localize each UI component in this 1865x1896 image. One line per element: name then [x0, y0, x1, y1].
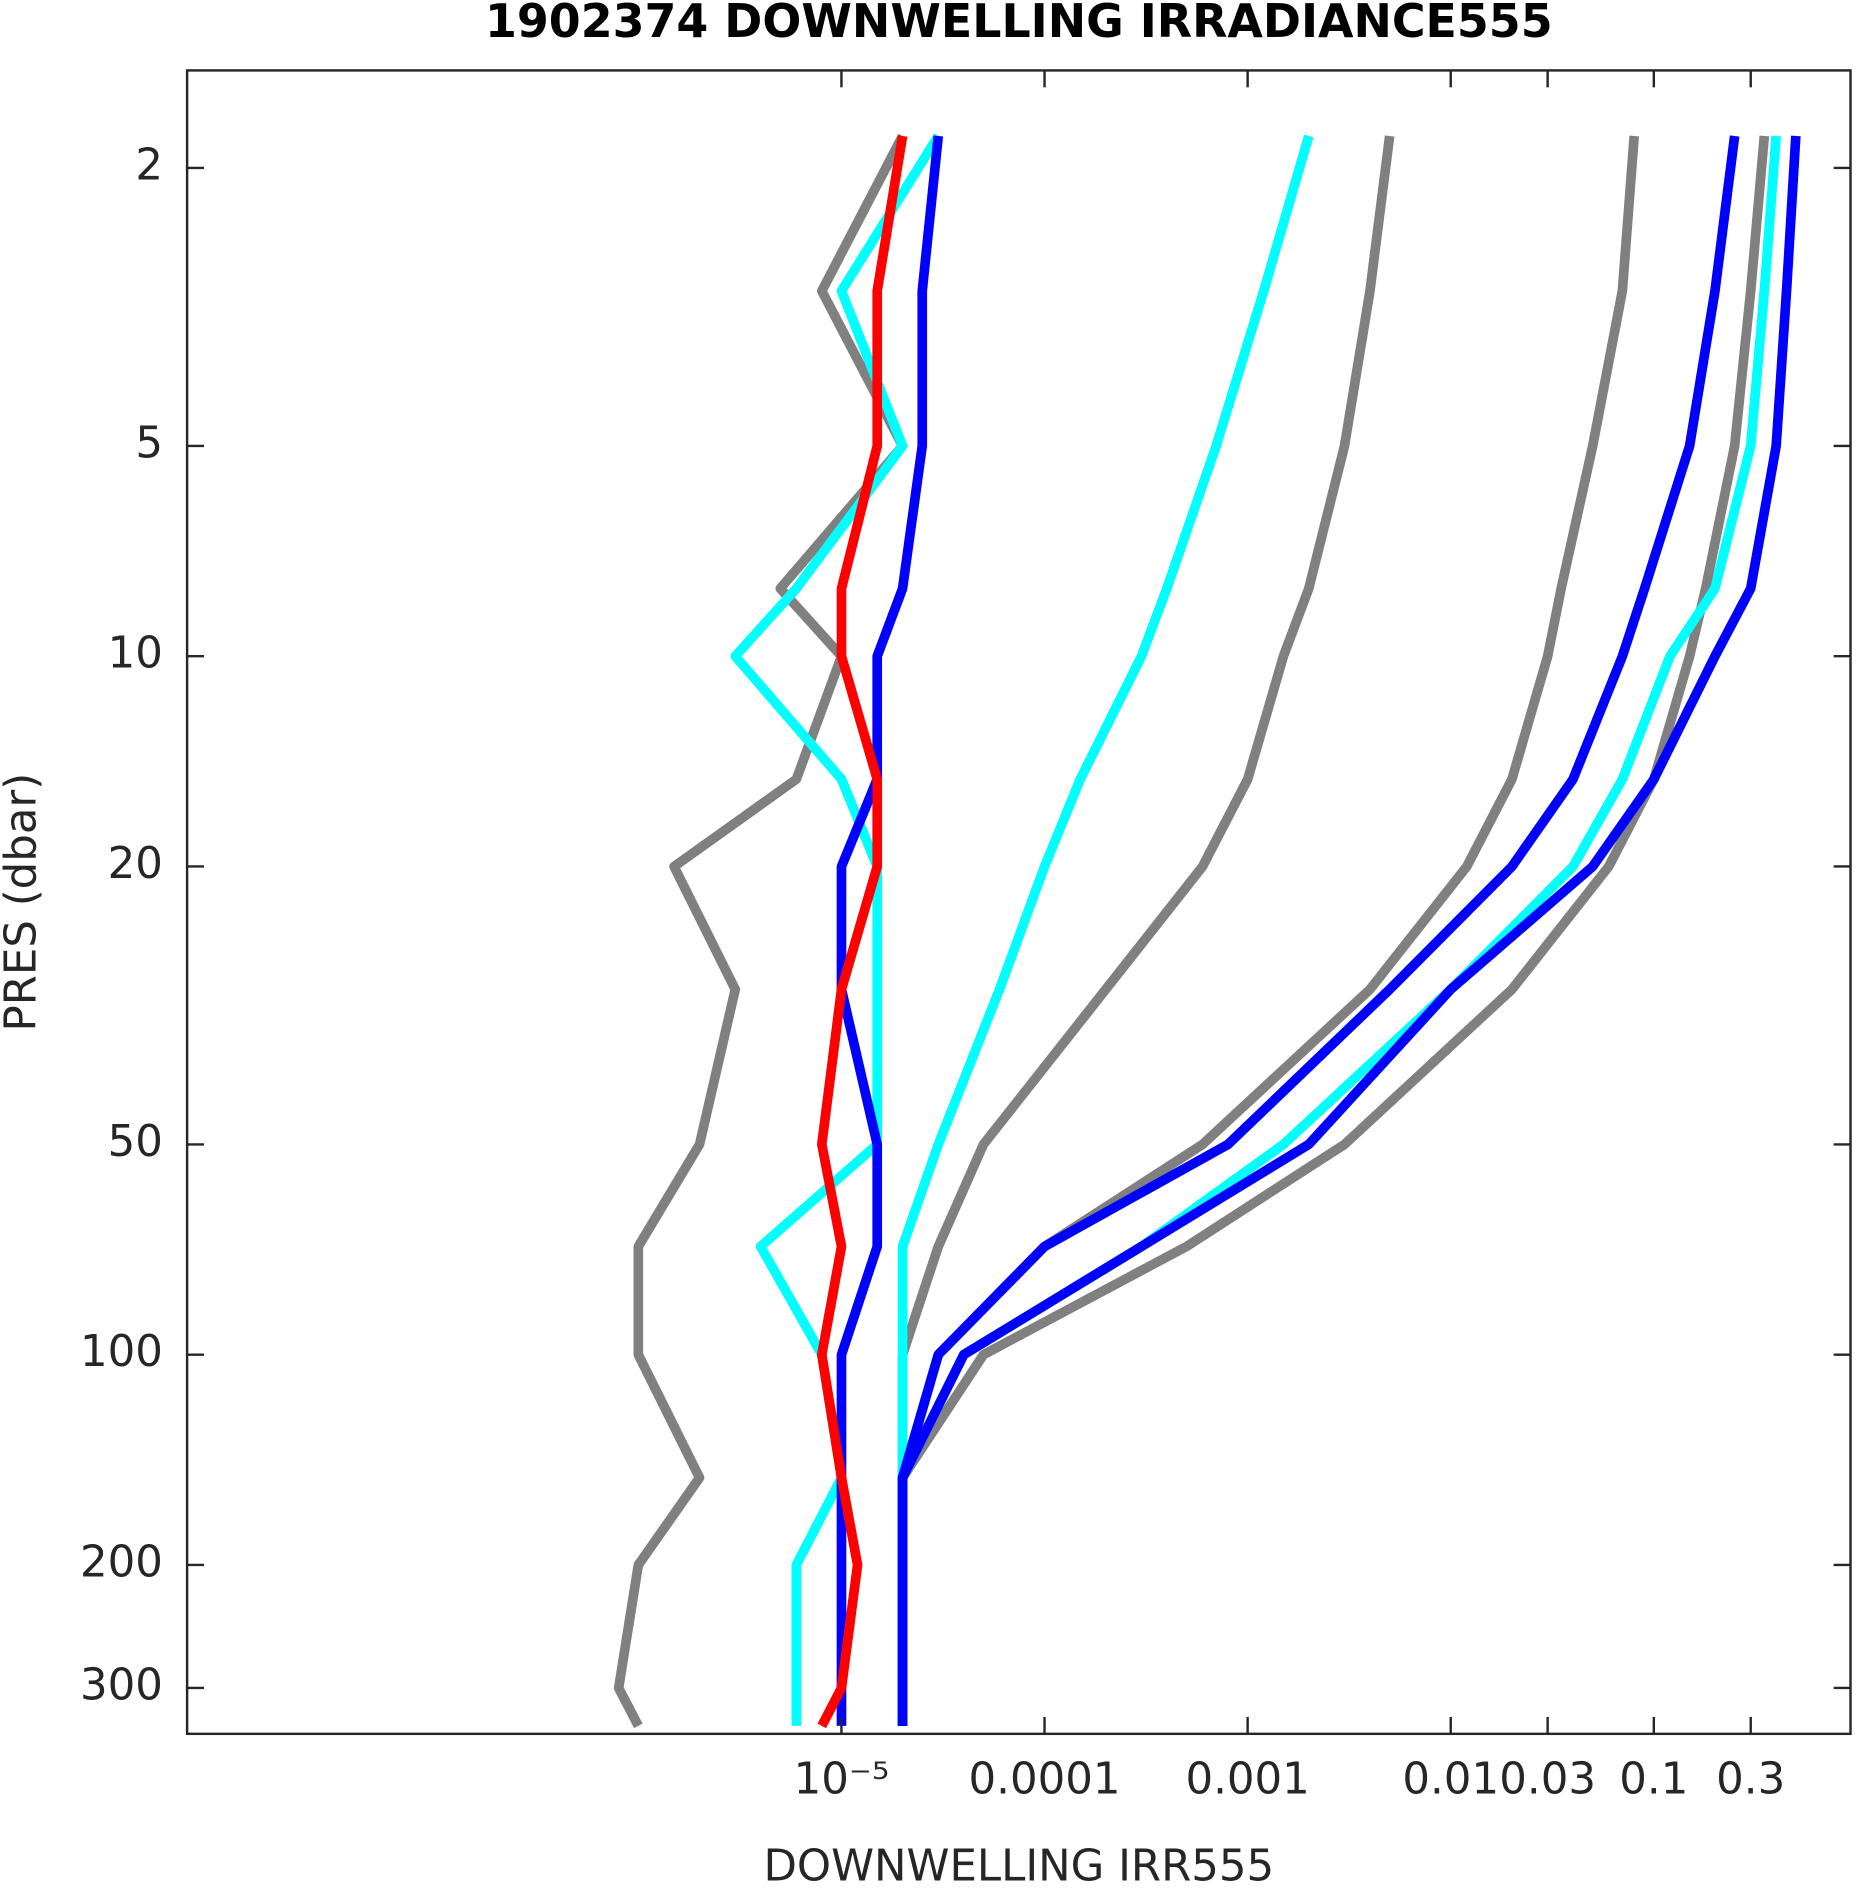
y-tick-label: 100: [80, 1327, 163, 1377]
x-tick-label: 0.1: [1619, 1755, 1688, 1805]
y-axis-label: PRES (dbar): [0, 773, 47, 1032]
y-tick-label: 20: [108, 839, 163, 889]
x-tick-label: 0.001: [1185, 1755, 1309, 1805]
x-tick-label: 0.01: [1402, 1755, 1499, 1805]
x-tick-label: 0.03: [1499, 1755, 1596, 1805]
profile-line: [816, 135, 908, 1729]
y-tick-label: 300: [80, 1660, 163, 1710]
profile-line: [897, 135, 1395, 1726]
x-tick-label: 10⁻⁵: [794, 1755, 890, 1805]
y-tick-label: 50: [108, 1117, 163, 1167]
x-tick-label: 0.3: [1716, 1755, 1785, 1805]
y-tick-label: 5: [135, 418, 163, 468]
profile-line: [897, 135, 1781, 1726]
y-tick-label: 10: [108, 629, 163, 679]
y-tick-label: 2: [135, 140, 163, 190]
plot-frame: [185, 69, 1852, 1736]
profile-line: [897, 135, 1740, 1726]
x-tick-label: 0.0001: [969, 1755, 1121, 1805]
profile-line: [897, 134, 1314, 1726]
chart-title: 1902374 DOWNWELLING IRRADIANCE555: [485, 0, 1553, 48]
x-axis-label: DOWNWELLING IRR555: [763, 1842, 1274, 1892]
y-tick-label: 200: [80, 1537, 163, 1587]
profile-line: [897, 135, 1801, 1726]
profile-line: [897, 135, 1770, 1726]
